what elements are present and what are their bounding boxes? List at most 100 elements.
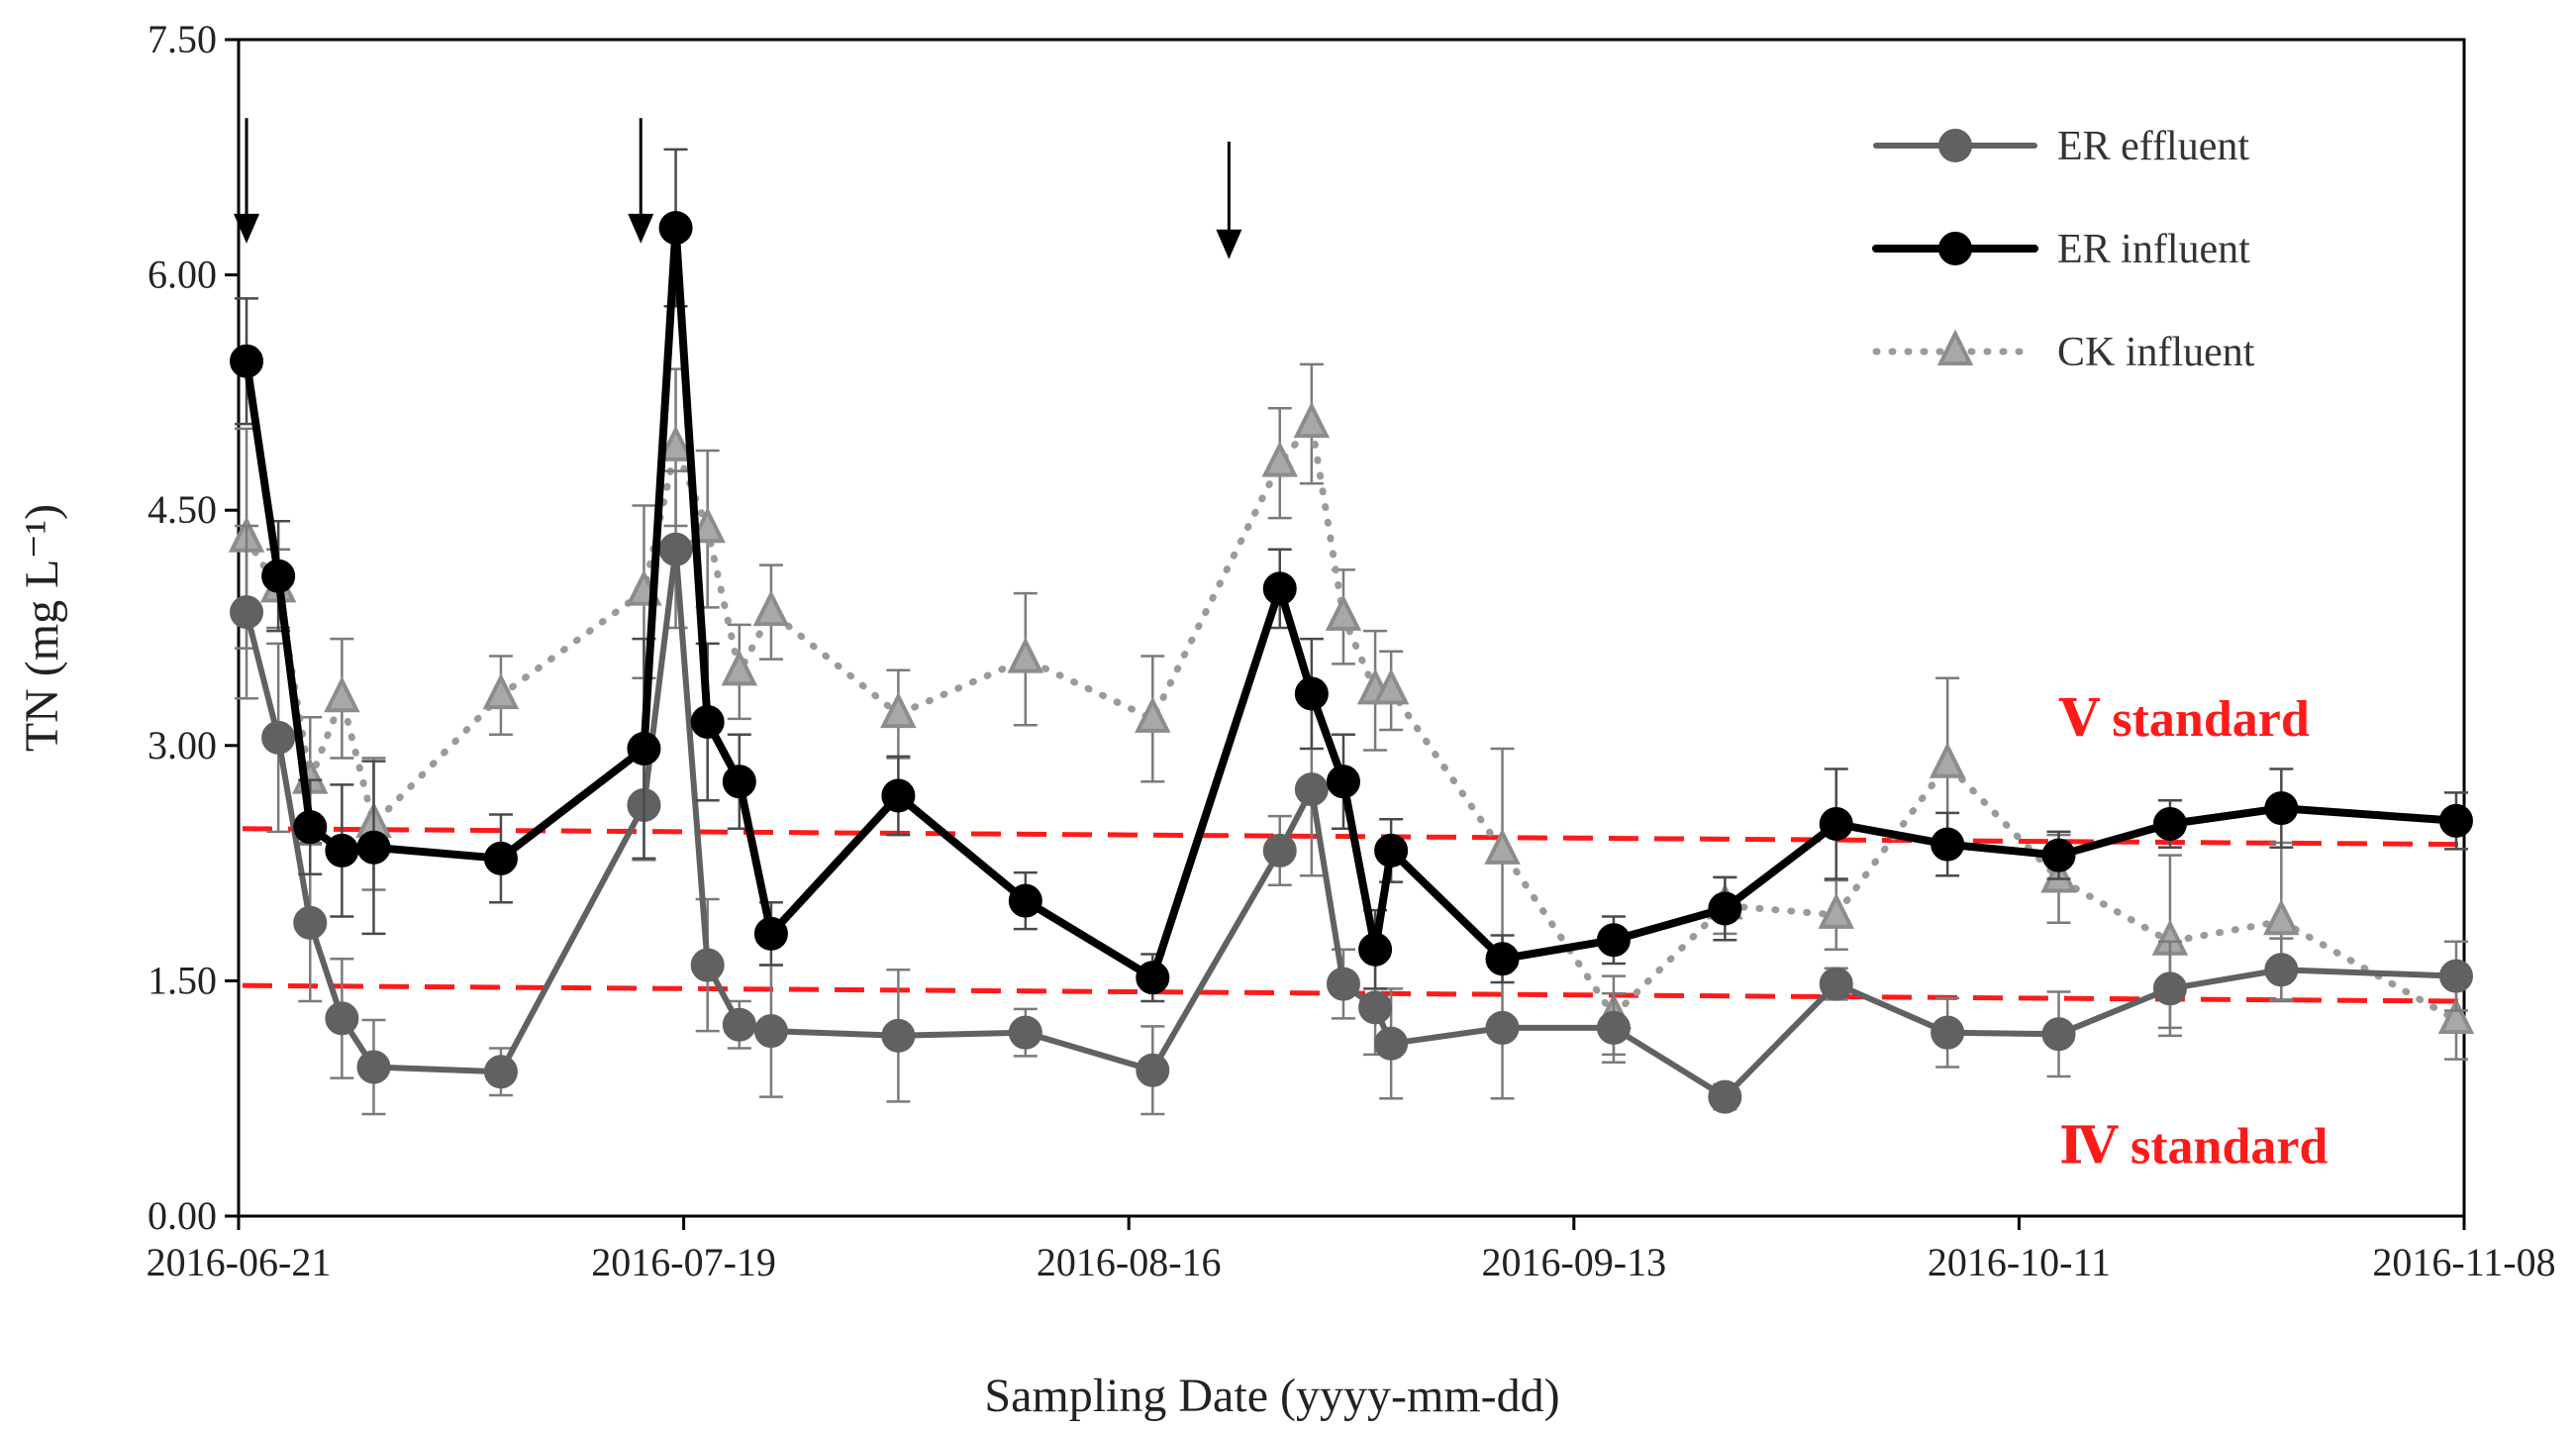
data-point	[1819, 967, 1853, 1001]
data-point	[880, 691, 917, 729]
data-point	[1326, 967, 1360, 1001]
data-point	[721, 649, 758, 686]
legend: ER effluent ER influent CK influent	[1872, 124, 2255, 375]
data-point	[2263, 898, 2300, 936]
data-point	[1294, 772, 1329, 807]
data-point	[1931, 827, 1965, 862]
legend-item: CK influent	[1872, 329, 2255, 375]
data-point	[1358, 932, 1393, 967]
data-point	[230, 344, 264, 378]
event-arrows	[234, 118, 1242, 259]
data-point	[1262, 571, 1297, 606]
event-arrow-head	[1216, 229, 1242, 259]
data-point	[356, 1050, 391, 1084]
data-point	[881, 1018, 916, 1053]
data-point	[324, 675, 360, 713]
x-axis: 2016-06-21 2016-07-19 2016-08-16 2016-09-13…	[147, 1216, 2556, 1284]
data-point	[1819, 807, 1853, 841]
data-point	[753, 1014, 788, 1049]
series-er-effluent	[230, 469, 2473, 1116]
data-point	[2437, 997, 2475, 1034]
data-point	[752, 589, 790, 627]
data-point	[325, 1001, 359, 1036]
data-point	[1261, 441, 1298, 477]
data-point	[689, 506, 726, 544]
data-point	[1484, 828, 1521, 865]
x-tick-label: 2016-11-08	[2372, 1240, 2555, 1284]
data-point	[690, 705, 725, 740]
data-point	[2041, 1017, 2076, 1052]
standard-v-label: Ⅴ standard	[2058, 691, 2310, 748]
series-line	[243, 420, 2460, 1024]
data-point	[722, 765, 756, 799]
y-tick-label: 1.50	[148, 958, 217, 1002]
data-point	[627, 731, 661, 766]
data-point	[293, 905, 328, 940]
data-point	[1374, 1026, 1409, 1061]
series-group	[228, 148, 2475, 1116]
data-point	[753, 916, 788, 951]
data-point	[722, 1007, 756, 1042]
data-point	[1929, 742, 1966, 778]
data-point	[261, 720, 296, 755]
data-point	[1596, 1010, 1631, 1045]
data-point	[293, 810, 328, 845]
data-point	[2264, 953, 2299, 987]
data-point	[325, 833, 359, 868]
legend-label: ER influent	[2057, 227, 2250, 272]
data-point	[1008, 883, 1042, 918]
data-point	[1326, 765, 1360, 799]
plot-frame	[237, 38, 2466, 1218]
data-point	[2264, 791, 2299, 826]
x-tick-label: 2016-07-19	[591, 1240, 776, 1284]
event-arrow-head	[628, 213, 654, 244]
data-point	[482, 672, 520, 710]
legend-item: ER influent	[1872, 227, 2250, 272]
series-line	[243, 224, 2460, 982]
data-point	[1936, 329, 1974, 365]
y-axis: 0.00 1.50 3.00 4.50 6.00 7.50	[148, 17, 239, 1238]
y-tick-label: 6.00	[148, 253, 217, 297]
data-point	[1708, 891, 1742, 926]
data-point	[1485, 942, 1520, 976]
data-point	[658, 532, 693, 566]
data-point	[881, 778, 916, 813]
data-point	[1136, 961, 1170, 995]
data-point	[483, 841, 518, 875]
data-point	[658, 211, 693, 246]
y-tick-label: 0.00	[148, 1193, 217, 1238]
data-point	[2152, 971, 2187, 1006]
x-axis-title: Sampling Date (yyyy-mm-dd)	[984, 1370, 1559, 1422]
data-point	[1708, 1079, 1742, 1114]
data-point	[1262, 833, 1297, 868]
data-point	[230, 595, 264, 630]
x-tick-label: 2016-08-16	[1037, 1240, 1222, 1284]
data-point	[2438, 959, 2473, 993]
data-point	[1938, 129, 1972, 162]
data-point	[1294, 676, 1329, 711]
data-point	[1931, 1015, 1965, 1050]
y-tick-label: 3.00	[148, 723, 217, 767]
data-point	[261, 559, 296, 593]
data-point	[1008, 1015, 1042, 1050]
data-point	[690, 948, 725, 982]
data-point	[1325, 594, 1362, 631]
x-tick-label: 2016-06-21	[147, 1240, 332, 1284]
data-point	[1374, 833, 1409, 868]
data-point	[483, 1055, 518, 1089]
y-tick-label: 4.50	[148, 487, 217, 532]
event-arrow-head	[234, 213, 260, 244]
data-point	[1007, 637, 1044, 673]
data-point	[1135, 696, 1171, 733]
series-er-influent	[230, 148, 2473, 1003]
x-tick-label: 2016-10-11	[1928, 1240, 2111, 1284]
y-tick-label: 7.50	[148, 17, 217, 61]
data-point	[2041, 838, 2076, 872]
plot-area-border	[237, 38, 2466, 1218]
data-point	[1358, 990, 1393, 1025]
data-point	[1485, 1010, 1520, 1045]
legend-label: ER effluent	[2057, 124, 2249, 169]
data-point	[1818, 892, 1854, 929]
legend-item: ER effluent	[1873, 124, 2249, 169]
